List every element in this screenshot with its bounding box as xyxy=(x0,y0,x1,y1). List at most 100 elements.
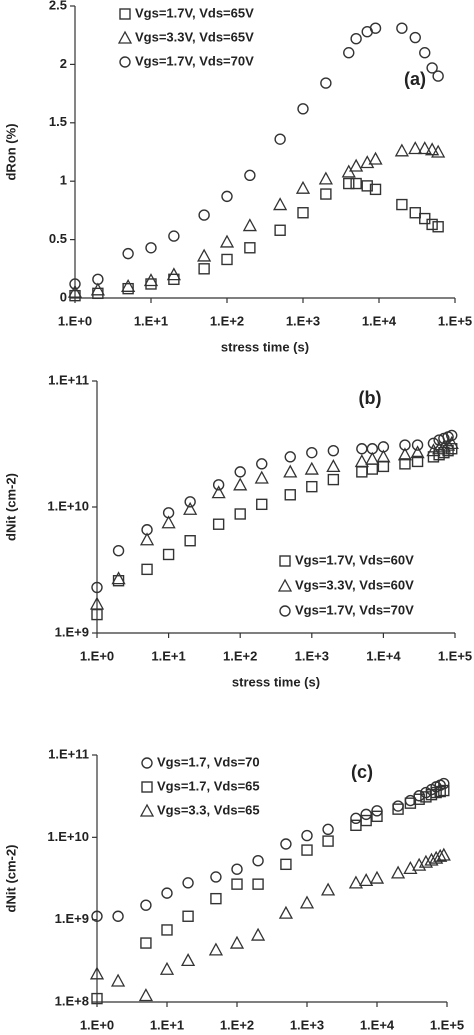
x-tick-label: 1.E+0 xyxy=(80,648,114,663)
data-point xyxy=(359,873,374,887)
data-point xyxy=(242,218,257,232)
y-tick-label: 1.E+9 xyxy=(55,624,89,639)
data-point xyxy=(354,454,369,468)
data-point xyxy=(274,133,286,145)
data-point xyxy=(444,435,459,450)
data-point xyxy=(361,180,373,192)
data-point xyxy=(166,267,181,281)
x-tick-label: 1.E+1 xyxy=(134,313,168,328)
data-point xyxy=(369,22,382,34)
data-point xyxy=(297,103,309,115)
data-point xyxy=(67,284,83,298)
data-point xyxy=(138,988,154,1002)
legend-label: Vgs=3.3V, Vds=65V xyxy=(135,29,254,44)
data-point xyxy=(301,844,313,856)
data-point xyxy=(322,835,334,847)
data-point xyxy=(306,446,318,459)
data-point xyxy=(412,857,427,871)
data-point xyxy=(426,218,438,231)
data-point xyxy=(184,496,196,508)
x-tick-label: 1.E+4 xyxy=(366,648,401,663)
y-tick-label: 1.E+11 xyxy=(48,746,89,761)
x-tick-label: 1.E+3 xyxy=(295,648,329,663)
data-point xyxy=(360,808,372,821)
legend-marker xyxy=(279,555,291,567)
data-point xyxy=(426,443,441,457)
y-axis-label: dNit (cm-2) xyxy=(3,845,18,913)
data-point xyxy=(299,895,315,909)
data-point xyxy=(410,445,425,459)
data-point xyxy=(231,863,243,875)
data-point xyxy=(343,177,355,190)
data-point xyxy=(182,910,194,922)
y-tick-label: 1.E+10 xyxy=(47,829,89,844)
data-point xyxy=(360,814,372,827)
data-point xyxy=(250,927,266,941)
data-point xyxy=(411,455,424,468)
data-point xyxy=(180,953,196,967)
data-point xyxy=(221,190,233,203)
data-point xyxy=(404,797,417,809)
data-point xyxy=(411,439,424,451)
data-point xyxy=(252,878,264,890)
data-point xyxy=(432,221,444,233)
legend-marker xyxy=(277,578,293,592)
data-point xyxy=(162,548,175,561)
data-point xyxy=(274,224,286,236)
x-tick-label: 1.E+0 xyxy=(80,1017,114,1032)
data-point xyxy=(284,489,296,501)
y-axis-label: dRon (%) xyxy=(3,123,18,180)
x-tick-label: 1.E+4 xyxy=(360,1017,395,1032)
y-tick-label: 2.5 xyxy=(49,0,67,12)
data-point xyxy=(121,278,136,292)
x-tick-label: 1.E+2 xyxy=(220,1017,254,1032)
data-point xyxy=(141,524,153,536)
y-tick-label: 1.E+10 xyxy=(47,498,89,513)
data-point xyxy=(234,508,246,520)
data-point xyxy=(304,461,319,475)
data-point xyxy=(168,230,180,242)
x-tick-label: 1.E+4 xyxy=(362,313,397,328)
x-tick-label: 1.E+3 xyxy=(290,1017,324,1032)
data-point xyxy=(327,473,340,486)
data-point xyxy=(229,935,245,949)
data-point xyxy=(278,905,294,919)
data-point xyxy=(369,870,385,884)
legend-label: Vgs=1.7, Vds=70 xyxy=(157,754,260,769)
data-point xyxy=(446,429,458,442)
data-point xyxy=(89,596,105,610)
data-point xyxy=(210,871,222,883)
data-point xyxy=(399,458,411,470)
legend-label: Vgs=3.3, Vds=65 xyxy=(157,802,260,817)
data-point xyxy=(244,242,256,254)
legend-label: Vgs=1.7, Vds=65 xyxy=(157,778,260,793)
data-point xyxy=(297,207,309,219)
y-tick-label: 2 xyxy=(60,56,67,71)
legend-marker xyxy=(279,605,291,617)
data-point xyxy=(197,248,212,262)
data-point xyxy=(122,247,134,260)
data-point xyxy=(318,171,333,185)
data-point xyxy=(182,877,194,889)
data-point xyxy=(434,785,446,798)
data-point xyxy=(327,444,340,457)
data-point xyxy=(320,188,332,200)
data-point xyxy=(252,855,264,867)
x-tick-label: 1.E+0 xyxy=(58,313,92,328)
data-point xyxy=(208,942,224,956)
data-point xyxy=(368,151,383,165)
data-point xyxy=(140,899,152,911)
data-point xyxy=(438,777,450,790)
data-point xyxy=(112,910,124,922)
data-point xyxy=(417,141,432,155)
data-point xyxy=(139,532,155,546)
data-point xyxy=(366,443,379,455)
legend-marker xyxy=(117,30,133,44)
legend-marker xyxy=(139,803,155,817)
data-point xyxy=(234,466,246,478)
data-point xyxy=(431,144,446,158)
data-point xyxy=(320,77,332,89)
data-point xyxy=(280,838,292,850)
data-point xyxy=(183,501,198,515)
